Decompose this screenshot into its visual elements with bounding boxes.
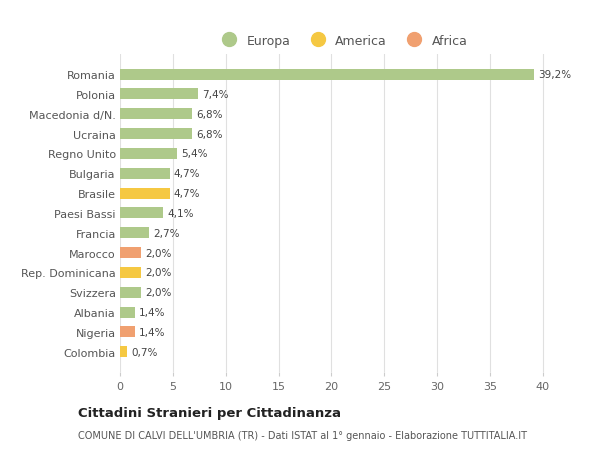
Text: 39,2%: 39,2%	[539, 70, 572, 80]
Bar	[120, 287, 141, 298]
Text: 4,7%: 4,7%	[174, 169, 200, 179]
Text: 2,0%: 2,0%	[145, 268, 172, 278]
Text: COMUNE DI CALVI DELL'UMBRIA (TR) - Dati ISTAT al 1° gennaio - Elaborazione TUTTI: COMUNE DI CALVI DELL'UMBRIA (TR) - Dati …	[78, 430, 527, 440]
Text: 2,0%: 2,0%	[145, 288, 172, 297]
Text: Cittadini Stranieri per Cittadinanza: Cittadini Stranieri per Cittadinanza	[78, 406, 341, 419]
Text: 6,8%: 6,8%	[196, 110, 223, 119]
Bar	[120, 208, 163, 219]
Text: 7,4%: 7,4%	[202, 90, 229, 100]
Bar	[120, 109, 192, 120]
Text: 1,4%: 1,4%	[139, 327, 166, 337]
Text: 5,4%: 5,4%	[181, 149, 208, 159]
Bar	[120, 267, 141, 278]
Text: 4,1%: 4,1%	[167, 208, 194, 218]
Text: 6,8%: 6,8%	[196, 129, 223, 139]
Text: 2,0%: 2,0%	[145, 248, 172, 258]
Bar	[120, 149, 177, 160]
Text: 0,7%: 0,7%	[131, 347, 158, 357]
Text: 2,7%: 2,7%	[153, 228, 179, 238]
Bar	[120, 307, 135, 318]
Bar	[120, 247, 141, 258]
Bar	[120, 69, 535, 80]
Bar	[120, 228, 149, 239]
Bar	[120, 89, 198, 100]
Bar	[120, 168, 170, 179]
Bar	[120, 129, 192, 140]
Text: 1,4%: 1,4%	[139, 308, 166, 317]
Bar	[120, 188, 170, 199]
Bar	[120, 327, 135, 338]
Legend: Europa, America, Africa: Europa, America, Africa	[211, 30, 473, 53]
Bar	[120, 347, 127, 358]
Text: 4,7%: 4,7%	[174, 189, 200, 199]
